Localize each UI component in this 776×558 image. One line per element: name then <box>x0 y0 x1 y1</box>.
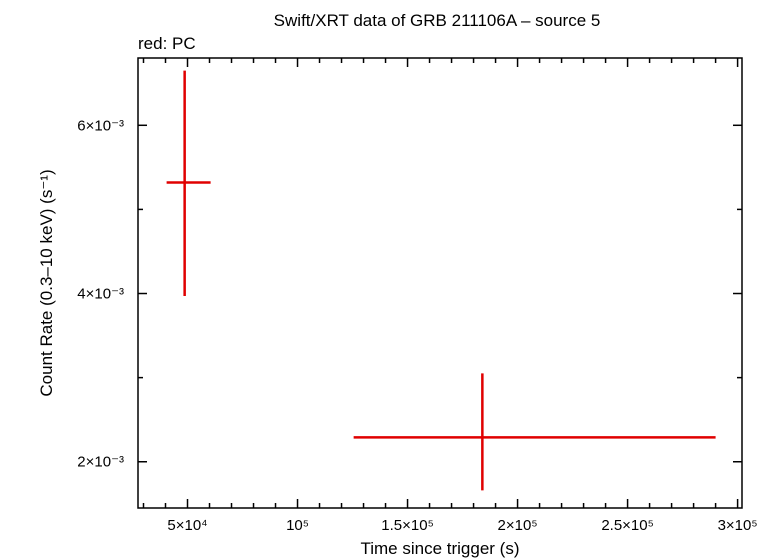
x-tick-label: 1.5×10⁵ <box>381 517 434 534</box>
axis-tick-labels: 5×10⁴ 10⁵ 1.5×10⁵ 2×10⁵ 2.5×10⁵ 3×10⁵ 2×10⁻³ 4×… <box>77 117 757 534</box>
x-tick-label: 3×10⁵ <box>718 517 758 534</box>
y-tick-label: 6×10⁻³ <box>77 117 124 134</box>
x-tick-label: 2×10⁵ <box>498 517 538 534</box>
data-points <box>166 70 716 491</box>
chart-subtitle: red: PC <box>138 34 196 53</box>
x-tick-label: 2.5×10⁵ <box>601 517 654 534</box>
y-axis-label: Count Rate (0.3–10 keV) (s⁻¹) <box>37 169 56 396</box>
y-tick-label: 4×10⁻³ <box>77 286 124 303</box>
axis-ticks <box>138 58 742 508</box>
data-point <box>353 373 716 491</box>
x-tick-label: 5×10⁴ <box>167 517 207 534</box>
x-tick-label: 10⁵ <box>286 517 309 534</box>
plot-frame <box>137 57 743 509</box>
data-point <box>166 70 211 297</box>
x-axis-label: Time since trigger (s) <box>360 539 519 558</box>
chart-title: Swift/XRT data of GRB 211106A – source 5 <box>274 11 601 30</box>
y-tick-label: 2×10⁻³ <box>77 454 124 471</box>
